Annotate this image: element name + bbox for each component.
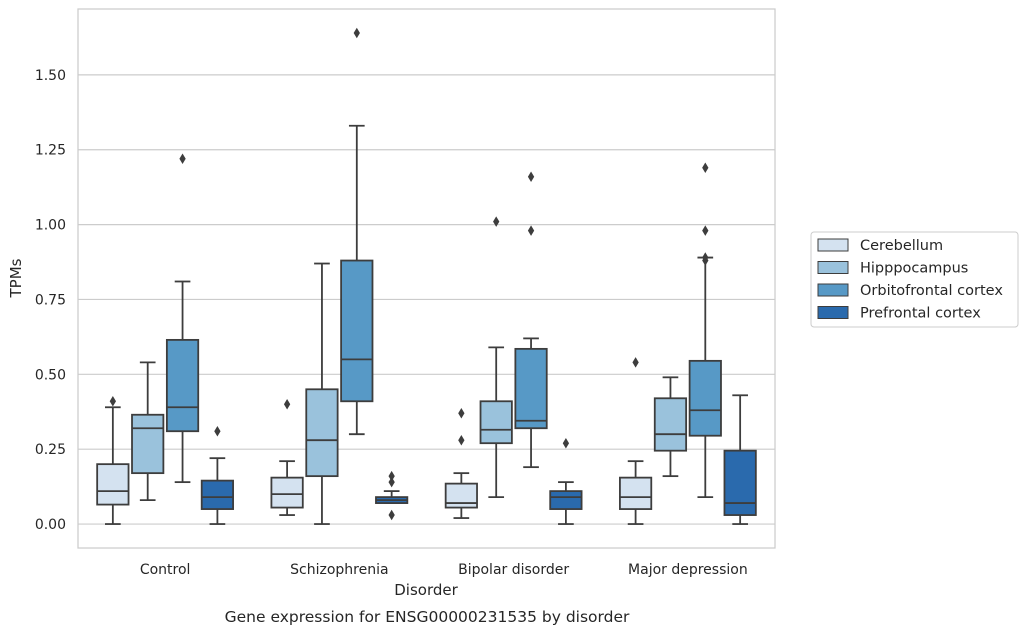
legend-label: Orbitofrontal cortex bbox=[860, 283, 1003, 299]
y-axis-label: TPMs bbox=[7, 258, 25, 298]
outlier-point bbox=[388, 470, 395, 482]
iqr-box bbox=[688, 359, 722, 437]
box-1-2 bbox=[479, 216, 513, 498]
y-tick-label: 1.00 bbox=[35, 218, 66, 234]
x-axis-label: Disorder bbox=[394, 581, 458, 599]
legend-items: Cerebellum Hipppocampus Orbitofrontal cort… bbox=[817, 238, 1003, 322]
outlier-point bbox=[458, 408, 465, 419]
outlier-point bbox=[632, 357, 639, 368]
legend-label: Hipppocampus bbox=[860, 261, 968, 277]
iqr-box bbox=[131, 413, 165, 475]
outlier-point bbox=[458, 434, 465, 446]
x-tick-label: Major depression bbox=[628, 562, 748, 578]
outlier-point bbox=[388, 476, 395, 488]
x-tick-label: Bipolar disorder bbox=[458, 562, 569, 578]
iqr-box bbox=[270, 476, 304, 509]
outlier-point bbox=[109, 396, 116, 407]
box-1-0 bbox=[131, 361, 165, 501]
outlier-point bbox=[283, 399, 291, 410]
x-tick-label: Control bbox=[140, 562, 191, 578]
iqr-box bbox=[444, 482, 478, 509]
box-0-2 bbox=[444, 408, 478, 519]
outlier-point bbox=[702, 162, 709, 173]
outlier-point bbox=[702, 252, 709, 263]
box-2-3 bbox=[688, 162, 722, 498]
iqr-box bbox=[165, 338, 200, 433]
box-3-2 bbox=[549, 437, 583, 525]
box-0-1 bbox=[270, 399, 304, 516]
legend-swatch bbox=[817, 261, 849, 274]
outlier-point bbox=[179, 153, 186, 164]
iqr-box bbox=[200, 479, 234, 510]
box-3-1 bbox=[375, 470, 409, 521]
y-tick-label: 1.50 bbox=[35, 68, 66, 84]
box-3-0 bbox=[200, 425, 234, 525]
box-0-3 bbox=[619, 357, 653, 525]
box-2-1 bbox=[340, 27, 374, 436]
legend-swatch bbox=[817, 306, 849, 319]
iqr-box bbox=[514, 347, 548, 430]
plot-frame bbox=[77, 8, 776, 549]
y-tick-label: 1.25 bbox=[35, 143, 66, 159]
y-tick-label: 0.50 bbox=[35, 367, 66, 383]
boxes bbox=[96, 27, 757, 525]
legend-swatch bbox=[817, 283, 849, 297]
outlier-point bbox=[214, 425, 221, 437]
chart-caption: Gene expression for ENSG00000231535 by d… bbox=[225, 608, 630, 626]
y-tick-label: 0.00 bbox=[35, 517, 66, 533]
legend-swatch bbox=[817, 238, 849, 252]
iqr-box bbox=[479, 400, 513, 445]
x-tick-label: Schizophrenia bbox=[290, 562, 388, 578]
box-2-2 bbox=[514, 171, 548, 469]
box-0-0 bbox=[96, 396, 130, 525]
box-3-3 bbox=[723, 394, 757, 525]
outlier-point bbox=[527, 225, 535, 236]
legend: Cerebellum Hipppocampus Orbitofrontal cort… bbox=[810, 231, 1019, 328]
iqr-box bbox=[619, 476, 653, 510]
y-tick-label: 0.75 bbox=[35, 292, 66, 308]
box-1-1 bbox=[305, 262, 339, 525]
outlier-point bbox=[702, 225, 709, 236]
outlier-point bbox=[562, 437, 570, 449]
iqr-box bbox=[549, 490, 583, 510]
iqr-box bbox=[723, 449, 757, 516]
outlier-point bbox=[353, 27, 360, 39]
iqr-box bbox=[96, 463, 130, 506]
iqr-box bbox=[653, 397, 688, 452]
outlier-point bbox=[527, 171, 535, 182]
legend-frame bbox=[810, 231, 1019, 328]
outlier-point bbox=[493, 216, 500, 227]
legend-label: Prefrontal cortex bbox=[860, 306, 981, 322]
box-1-3 bbox=[653, 376, 688, 478]
y-tick-label: 0.25 bbox=[35, 442, 66, 458]
x-axis-ticks: Control Schizophrenia Bipolar disorder Majo… bbox=[140, 562, 748, 578]
iqr-box bbox=[305, 388, 339, 478]
y-axis-ticks: 0.00 0.25 0.50 0.75 1.00 1.25 1.50 bbox=[35, 68, 66, 533]
legend-label: Cerebellum bbox=[860, 238, 943, 254]
iqr-box bbox=[340, 259, 374, 403]
outlier-point bbox=[388, 509, 395, 521]
box-2-0 bbox=[165, 153, 200, 484]
